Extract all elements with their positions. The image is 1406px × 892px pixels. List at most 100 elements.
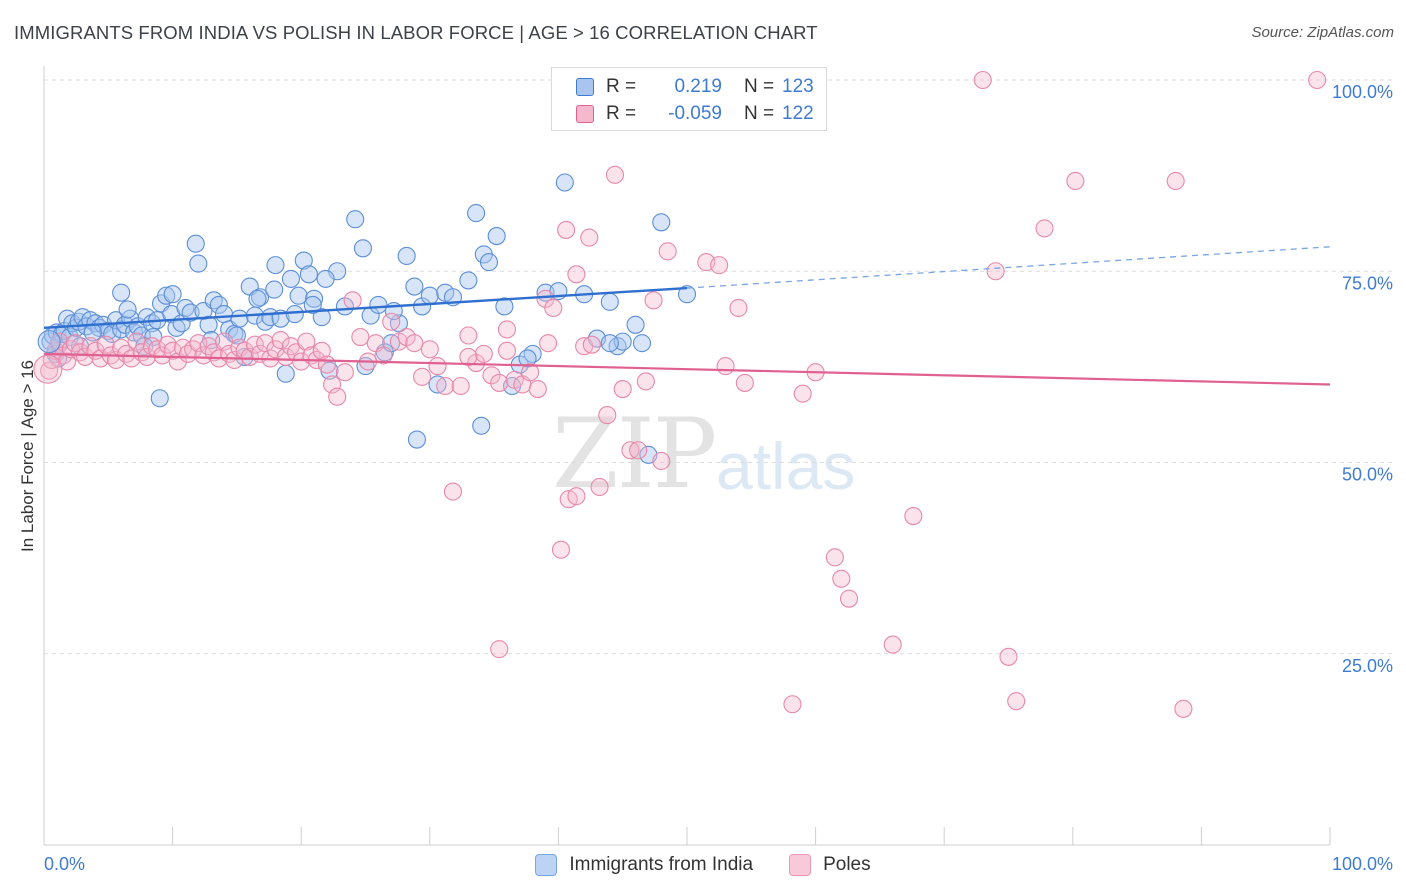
poles-point (567, 487, 586, 506)
watermark-zip: ZIP (552, 398, 717, 510)
poles-point (999, 647, 1018, 666)
india-point (472, 416, 491, 435)
india-point (299, 265, 318, 284)
poles-point (382, 312, 401, 331)
legend-item-india[interactable]: Immigrants from India (535, 854, 753, 876)
poles-point (297, 332, 316, 351)
india-point (420, 286, 439, 305)
india-point (266, 256, 285, 275)
india-point (600, 334, 619, 353)
poles-point (544, 298, 563, 318)
poles-point (652, 451, 671, 471)
india-point (186, 234, 205, 253)
n-label: N = (744, 103, 775, 124)
india-point (142, 314, 162, 333)
legend-label-poles: Poles (823, 854, 871, 875)
poles-point (474, 344, 493, 363)
poles-point (33, 354, 63, 384)
poles-point (420, 340, 439, 359)
india-point (487, 227, 506, 246)
poles-point (65, 334, 84, 353)
poles-point (613, 380, 632, 399)
poles-point (716, 357, 735, 376)
india-point (626, 315, 645, 334)
poles-point (76, 347, 95, 366)
poles-point (904, 506, 923, 526)
india-point (209, 295, 228, 314)
poles-point (413, 367, 432, 386)
india-point (632, 334, 652, 353)
india-point (600, 292, 619, 311)
source-credit: Source: ZipAtlas.com (1251, 24, 1394, 41)
poles-point (292, 352, 311, 371)
chart-title: IMMIGRANTS FROM INDIA VS POLISH IN LABOR… (14, 22, 818, 43)
india-point (459, 271, 478, 290)
poles-point (832, 569, 851, 588)
poles-point (557, 220, 576, 239)
poles-point (598, 406, 617, 425)
india-point (214, 305, 234, 324)
poles-point (490, 373, 509, 392)
poles-point (839, 589, 859, 608)
poles-point (1035, 219, 1054, 238)
y-tick-label: 75.0% (1342, 273, 1393, 293)
poles-point (1174, 699, 1193, 718)
stats-row-poles: R = -0.059 N = 122 (576, 103, 814, 125)
y-tick-label: 50.0% (1342, 465, 1393, 485)
poles-point (42, 350, 61, 370)
india-point (112, 283, 131, 302)
india-point (518, 349, 537, 368)
india-trend-line (43, 286, 688, 330)
poles-point (825, 548, 844, 567)
india-point (289, 286, 308, 305)
poles-point (490, 640, 509, 659)
poles-point (317, 355, 336, 374)
poles-point (405, 334, 424, 353)
india-point (405, 277, 424, 296)
poles-point (590, 477, 609, 497)
india-point (281, 269, 300, 288)
india-point (103, 324, 122, 344)
poles-point (122, 349, 141, 368)
poles-point (629, 441, 648, 460)
poles-point (40, 361, 59, 380)
poles-point (1166, 171, 1185, 191)
poles-point (1066, 171, 1085, 191)
india-trend-extension (686, 246, 1331, 289)
r-value: 0.219 (674, 76, 722, 97)
y-tick-label: 100.0% (1332, 82, 1393, 102)
x-tick-label: 100.0% (1332, 854, 1393, 874)
india-point (118, 300, 137, 319)
r-value: -0.059 (668, 103, 722, 124)
poles-point (1308, 70, 1327, 90)
poles-point (536, 289, 555, 308)
poles-point (883, 635, 902, 654)
india-point (353, 239, 372, 258)
india-point (276, 364, 295, 383)
poles-point (312, 341, 331, 360)
india-point (305, 289, 324, 308)
n-label: N = (744, 76, 775, 97)
poles-point (567, 265, 586, 284)
poles-point (539, 334, 558, 353)
poles-point (986, 262, 1005, 281)
poles-point (710, 256, 729, 275)
poles-point (374, 346, 393, 365)
poles-point (343, 291, 362, 310)
india-point (555, 173, 574, 192)
india-point (235, 347, 254, 366)
india-point (157, 286, 176, 305)
r-label: R = (606, 103, 637, 124)
poles-point (163, 341, 182, 360)
poles-point (428, 357, 447, 376)
legend-item-poles[interactable]: Poles (789, 854, 871, 876)
india-point (230, 309, 249, 328)
india-legend-swatch (535, 854, 558, 876)
india-swatch (576, 78, 594, 96)
poles-point (194, 346, 213, 365)
poles-trend-line (43, 352, 1331, 386)
india-point (37, 330, 61, 354)
india-point (294, 251, 313, 270)
poles-point (605, 165, 625, 184)
